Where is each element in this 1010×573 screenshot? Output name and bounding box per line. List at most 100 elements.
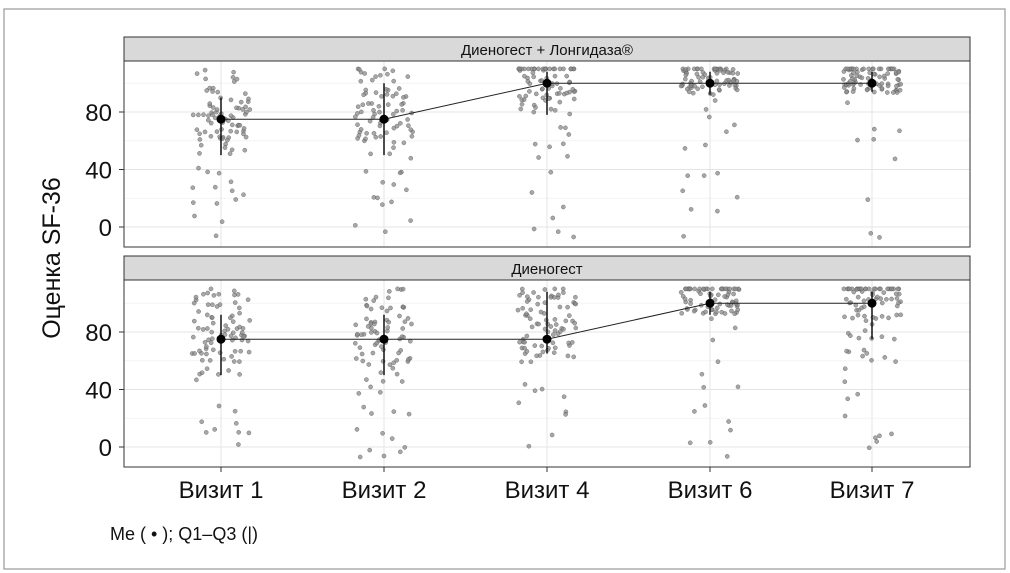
observation-point xyxy=(706,114,712,120)
observation-point xyxy=(540,349,546,355)
observation-point xyxy=(211,293,217,298)
observation-point xyxy=(397,313,402,319)
observation-point xyxy=(210,112,215,118)
y-tick-label: 0 xyxy=(99,435,112,462)
observation-point xyxy=(528,359,534,365)
observation-cloud xyxy=(189,286,904,460)
observation-point xyxy=(889,286,894,292)
observation-point xyxy=(407,338,413,344)
observation-point xyxy=(194,377,199,383)
panel-bottom: Диеногест 0 40 80 xyxy=(85,255,971,468)
observation-point xyxy=(536,321,541,327)
observation-point xyxy=(379,94,384,99)
observation-point xyxy=(369,77,375,83)
observation-point xyxy=(214,304,220,309)
observation-point xyxy=(408,155,414,161)
observation-point xyxy=(190,185,196,191)
observation-point xyxy=(558,86,563,91)
observation-point xyxy=(203,76,208,82)
observation-point xyxy=(202,67,208,73)
observation-point xyxy=(517,93,522,99)
observation-point xyxy=(208,133,214,139)
observation-point xyxy=(877,74,882,80)
observation-point xyxy=(565,304,570,310)
observation-point xyxy=(571,234,576,240)
observation-point xyxy=(190,334,196,340)
observation-point xyxy=(692,83,697,89)
observation-point xyxy=(380,430,385,436)
observation-point xyxy=(678,83,684,89)
observation-point xyxy=(357,345,363,350)
observation-point xyxy=(732,122,737,128)
observation-point xyxy=(573,301,579,307)
observation-point xyxy=(856,307,862,313)
observation-point xyxy=(891,336,897,342)
panel-top: Диеногест + Лонгидаза® 0 40 80 xyxy=(85,36,971,248)
observation-point xyxy=(405,117,410,122)
observation-point xyxy=(533,91,539,97)
observation-point xyxy=(881,290,887,295)
observation-point xyxy=(359,332,364,338)
observation-point xyxy=(682,146,688,151)
observation-point xyxy=(222,145,228,150)
observation-point xyxy=(358,127,364,132)
observation-point xyxy=(896,69,902,75)
observation-point xyxy=(192,351,197,356)
observation-point xyxy=(877,235,882,240)
observation-point xyxy=(890,90,896,95)
observation-point xyxy=(204,351,209,357)
observation-point xyxy=(572,320,578,326)
observation-point xyxy=(197,137,203,142)
observation-point xyxy=(205,117,211,123)
observation-point xyxy=(204,312,210,318)
observation-point xyxy=(532,388,538,394)
observation-point xyxy=(734,194,740,200)
observation-point xyxy=(700,84,705,90)
observation-point xyxy=(678,289,684,295)
observation-point xyxy=(680,188,686,194)
observation-point xyxy=(688,286,693,292)
observation-point xyxy=(194,127,200,133)
observation-point xyxy=(391,78,397,84)
observation-point xyxy=(524,299,530,304)
observation-point xyxy=(399,334,405,340)
observation-point xyxy=(895,286,901,292)
observation-point xyxy=(885,286,890,292)
observation-point xyxy=(894,83,899,89)
observation-point xyxy=(207,85,213,91)
observation-point xyxy=(379,344,384,349)
observation-point xyxy=(400,304,406,310)
observation-point xyxy=(238,348,244,354)
observation-point xyxy=(547,144,552,150)
observation-point xyxy=(885,66,891,72)
observation-point xyxy=(732,325,738,331)
observation-point xyxy=(204,366,210,372)
observation-point xyxy=(715,170,720,176)
panel-bottom-y-ticks: 0 40 80 xyxy=(85,320,124,462)
observation-point xyxy=(230,74,236,80)
x-tick-label: Визит 6 xyxy=(668,477,753,504)
observation-point xyxy=(844,348,849,354)
observation-point xyxy=(702,403,708,408)
observation-point xyxy=(846,286,852,292)
observation-point xyxy=(394,371,400,377)
observation-point xyxy=(561,66,566,72)
observation-point xyxy=(231,288,237,294)
panel-top-title: Диеногест + Лонгидаза® xyxy=(461,42,633,59)
median-point-1 xyxy=(379,114,389,124)
observation-point xyxy=(898,312,904,318)
observation-point xyxy=(735,384,741,390)
observation-point xyxy=(717,301,723,307)
observation-point xyxy=(363,136,368,142)
observation-point xyxy=(564,90,570,96)
observation-point xyxy=(194,71,200,76)
observation-point xyxy=(569,340,575,345)
observation-point xyxy=(695,66,700,72)
observation-point xyxy=(382,229,388,235)
observation-point xyxy=(682,296,688,302)
observation-point xyxy=(378,72,383,78)
observation-point xyxy=(683,72,689,78)
observation-point xyxy=(727,286,733,292)
observation-point xyxy=(364,130,369,136)
observation-point xyxy=(552,317,558,322)
